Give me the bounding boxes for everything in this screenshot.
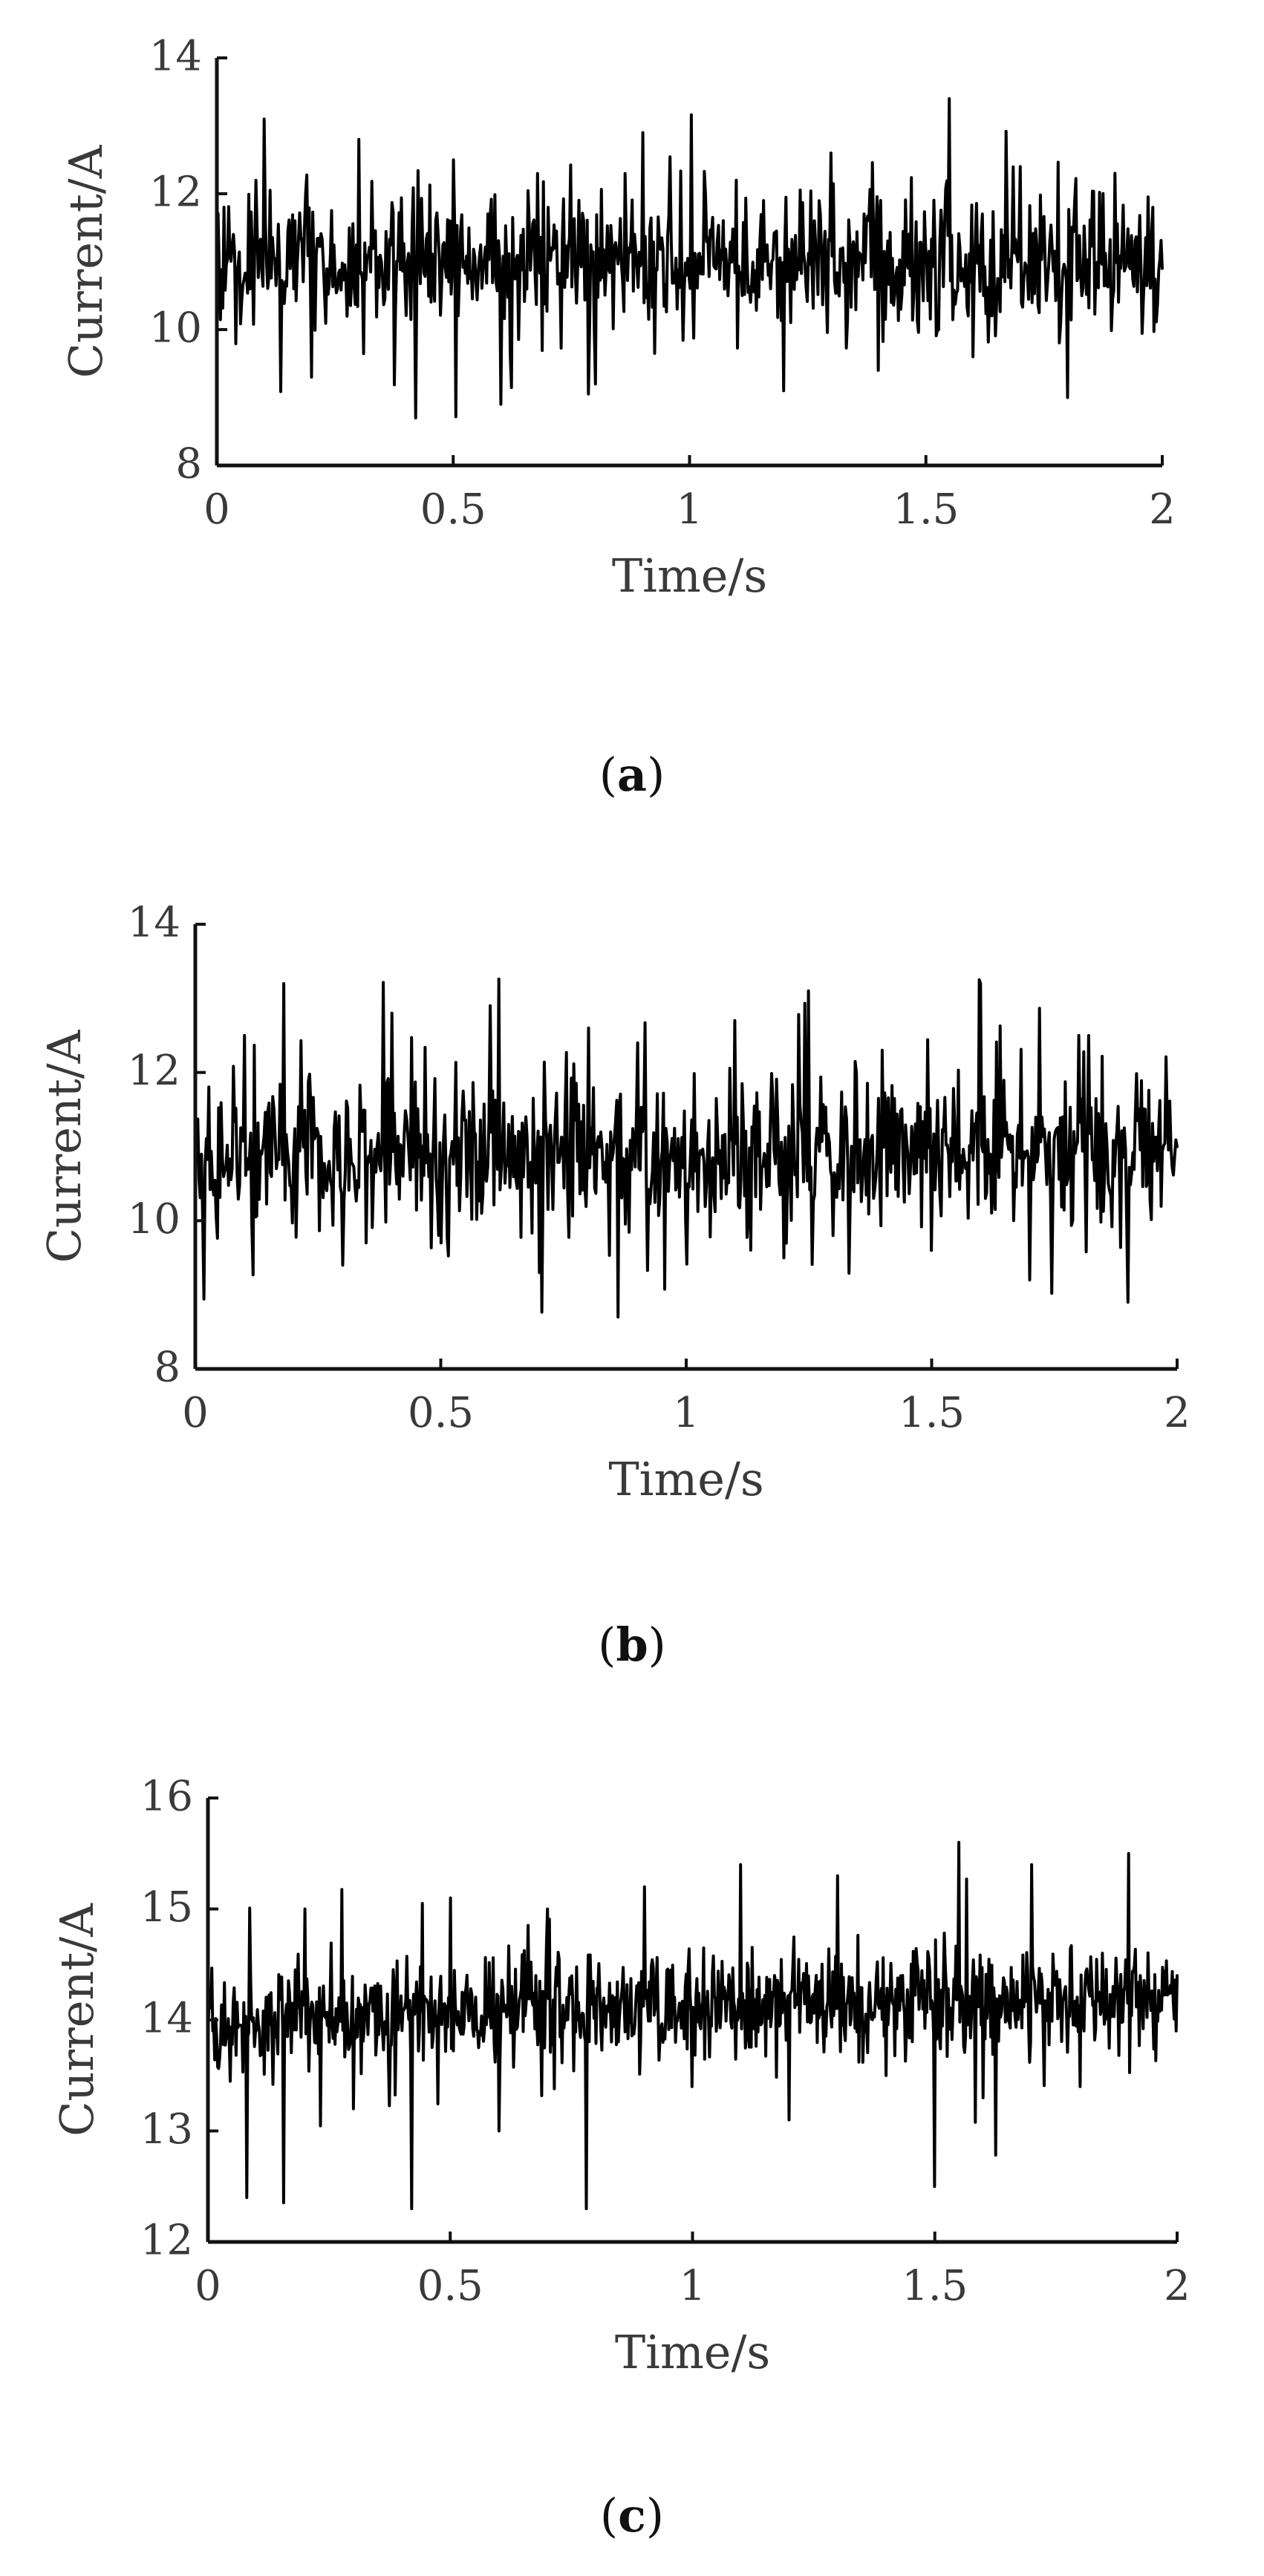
caption-letter: b	[616, 1618, 648, 1672]
series-line-b	[194, 977, 1179, 1319]
y-tick-label: 15	[140, 1883, 193, 1932]
y-tick-label: 13	[140, 2105, 193, 2154]
y-tick-label: 16	[140, 1773, 193, 1821]
x-tick-label: 0.5	[408, 1389, 474, 1437]
x-tick-label: 2	[1149, 486, 1176, 534]
y-axis-label: Current/A	[59, 144, 113, 378]
y-tick-label: 12	[140, 2217, 193, 2265]
y-tick-label: 10	[128, 1195, 180, 1243]
series-line-c	[206, 1840, 1179, 2211]
y-tick-label: 14	[149, 33, 202, 81]
y-tick-label: 8	[175, 440, 202, 488]
caption-close-paren: )	[647, 748, 665, 802]
x-tick-label: 2	[1164, 2262, 1190, 2310]
panel-caption-a: (a)	[599, 748, 665, 802]
chart-panel-c: 0 0.5 1 1.5 2 12 13 14 15 16 Time/s Curr…	[50, 1773, 1190, 2543]
y-tick-label: 8	[154, 1344, 180, 1392]
ticks-a	[215, 56, 1164, 467]
y-tick-label: 12	[149, 169, 202, 217]
series-line-a	[215, 97, 1164, 419]
x-tick-label: 1	[673, 1389, 700, 1437]
x-tick-label: 0	[182, 1389, 209, 1437]
x-tick-label: 1	[680, 2262, 706, 2310]
x-tick-label: 1.5	[893, 486, 959, 534]
y-tick-label: 10	[149, 304, 202, 353]
x-tick-label: 1.5	[902, 2262, 968, 2310]
x-tick-label: 0.5	[417, 2262, 483, 2310]
caption-open-paren: (	[598, 1618, 616, 1672]
y-axis-label: Current/A	[37, 1029, 91, 1263]
ticks-c	[206, 1797, 1179, 2243]
x-tick-label: 0.5	[420, 486, 486, 534]
x-tick-label: 0	[203, 486, 230, 534]
panel-caption-b: (b)	[598, 1618, 666, 1672]
y-tick-label: 12	[128, 1047, 180, 1095]
caption-close-paren: )	[646, 2488, 664, 2543]
x-tick-label: 2	[1164, 1389, 1190, 1437]
chart-panel-a: 0 0.5 1 1.5 2 8 10 12 14 Time/s Current/…	[59, 33, 1176, 802]
y-tick-label: 14	[140, 1995, 193, 2043]
ticks-b	[194, 923, 1179, 1370]
x-axis-label: Time/s	[612, 549, 767, 603]
caption-letter: c	[618, 2488, 646, 2543]
x-axis-label: Time/s	[608, 1452, 763, 1506]
caption-open-paren: (	[600, 2488, 618, 2543]
x-tick-label: 0	[195, 2262, 221, 2310]
chart-panel-b: 0 0.5 1 1.5 2 8 10 12 14 Time/s Current/…	[37, 899, 1190, 1673]
caption-letter: a	[617, 748, 647, 802]
caption-open-paren: (	[599, 748, 617, 802]
x-axis-label: Time/s	[615, 2325, 770, 2379]
panel-caption-c: (c)	[600, 2488, 664, 2543]
y-axis-label: Current/A	[50, 1903, 104, 2137]
x-tick-label: 1	[677, 486, 703, 534]
caption-close-paren: )	[648, 1618, 666, 1672]
x-tick-label: 1.5	[899, 1389, 965, 1437]
y-tick-label: 14	[128, 899, 180, 947]
